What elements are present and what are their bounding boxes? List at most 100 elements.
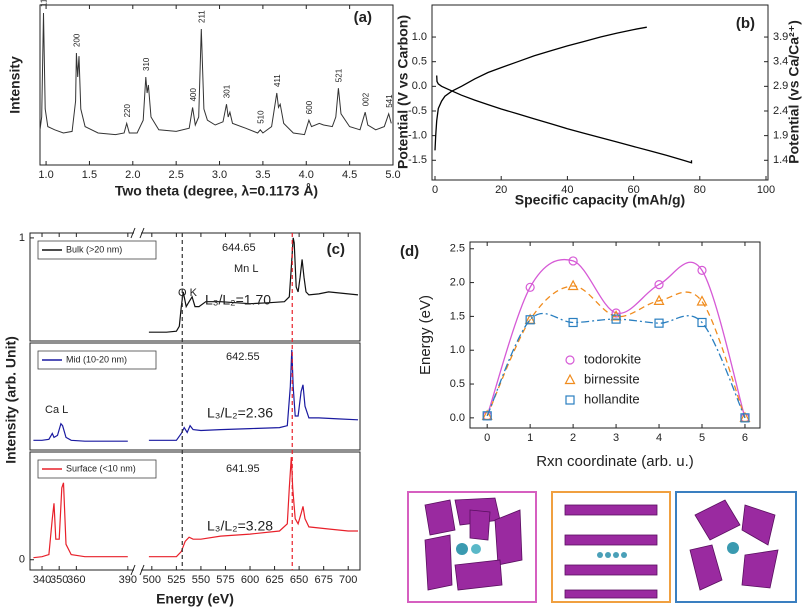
x-axis-title: Two theta (degree, λ=0.1173 Å) xyxy=(115,183,318,199)
capacity-curve xyxy=(434,26,647,151)
y-tick-label: 1.9 xyxy=(773,130,788,142)
annotation: 641.95 xyxy=(226,463,260,475)
y-axis-title: Energy (eV) xyxy=(417,295,434,375)
marker xyxy=(654,318,664,328)
y-tick-label: 3.9 xyxy=(773,31,788,43)
axis-break xyxy=(139,564,145,576)
legend-label: hollandite xyxy=(584,391,640,406)
x-tick-label: 0 xyxy=(484,432,490,444)
y-tick-label: -1.5 xyxy=(408,154,427,166)
x-tick-label: 4.0 xyxy=(299,169,314,181)
x-tick-label: 360 xyxy=(67,574,85,586)
x-axis-title: Specific capacity (mAh/g) xyxy=(515,192,685,208)
x-tick-label: 20 xyxy=(495,184,507,196)
peak-label: 310 xyxy=(142,57,151,71)
annotation: L₃/L₂=3.28 xyxy=(207,518,273,534)
y-tick-label: -0.5 xyxy=(408,105,427,117)
y-tick-label: 1.0 xyxy=(450,344,465,356)
marker xyxy=(653,294,665,305)
panel-label: (d) xyxy=(400,243,419,260)
plot-frame xyxy=(39,4,394,166)
peak-label: 510 xyxy=(256,110,265,124)
x-tick-label: 500 xyxy=(143,574,161,586)
spectrum xyxy=(33,349,359,442)
y-tick-label: 0.5 xyxy=(450,378,465,390)
birnessite-layers xyxy=(564,504,658,599)
x-tick-label: 40 xyxy=(561,184,573,196)
plot-frame xyxy=(469,241,761,429)
marker xyxy=(696,295,708,306)
structure-images xyxy=(407,491,797,603)
peak-label: 200 xyxy=(73,33,82,47)
marker xyxy=(567,279,579,291)
x-tick-label: 1 xyxy=(527,432,533,444)
spectrum xyxy=(33,457,358,559)
x-tick-label: 6 xyxy=(742,432,748,444)
x-tick-label: 60 xyxy=(627,184,639,196)
x-axis-title: Rxn coordinate (arb. u.) xyxy=(536,453,694,470)
plot-frame xyxy=(431,4,769,181)
axis-break xyxy=(130,227,136,239)
peak-label: 521 xyxy=(334,68,343,82)
axis-title: Potential (vs Ca/Ca²⁺) xyxy=(786,20,802,164)
birnessite-ions xyxy=(597,552,627,558)
marker xyxy=(654,280,664,290)
legend-label: Mid (10-20 nm) xyxy=(66,354,127,364)
panel-label: (b) xyxy=(736,15,755,32)
axis-break-gap xyxy=(134,228,141,238)
y-tick-label: 2.0 xyxy=(450,276,465,288)
plot-frame xyxy=(29,342,361,451)
marker xyxy=(565,355,575,365)
legend-box xyxy=(37,350,157,370)
marker xyxy=(568,317,578,328)
marker xyxy=(565,395,575,405)
legend-box xyxy=(37,459,157,479)
x-tick-label: 650 xyxy=(290,574,308,586)
y-tick-label: 1 xyxy=(19,232,25,244)
panel-label: (c) xyxy=(327,241,345,258)
marker xyxy=(482,411,492,421)
ion xyxy=(456,543,468,555)
x-tick-label: 0 xyxy=(432,184,438,196)
y-tick-label: 1.0 xyxy=(412,31,427,43)
x-tick-label: 5.0 xyxy=(385,169,400,181)
x-tick-label: 100 xyxy=(757,184,775,196)
peak-label: 211 xyxy=(197,10,206,23)
energy-curve xyxy=(486,313,746,419)
peak-label: 541 xyxy=(385,94,394,108)
x-tick-label: 575 xyxy=(216,574,234,586)
x-tick-label: 2.0 xyxy=(125,169,140,181)
axis-break-gap xyxy=(134,565,141,575)
axis-title: Potential (V vs Carbon) xyxy=(395,15,411,169)
y-tick-label: 0 xyxy=(19,554,25,566)
x-tick-label: 675 xyxy=(314,574,332,586)
x-tick-label: 80 xyxy=(694,184,706,196)
plot-frame xyxy=(29,451,361,571)
peak-label: 220 xyxy=(123,104,132,118)
axis-break xyxy=(139,227,145,239)
axis-break xyxy=(130,564,136,576)
axis-title: Intensity xyxy=(7,56,23,114)
energy-curve xyxy=(486,285,746,419)
legend-label: Bulk (>20 nm) xyxy=(66,244,122,254)
y-tick-label: 1.5 xyxy=(450,310,465,322)
peak-label: 002 xyxy=(361,92,370,106)
annotation: Mn L xyxy=(234,263,258,275)
annotation: L₃/L₂=1.70 xyxy=(205,292,271,308)
annotation: O K xyxy=(178,287,198,299)
ion xyxy=(727,542,739,554)
todorokite-polyhedra xyxy=(424,497,523,591)
xrd-pattern xyxy=(39,12,392,136)
x-tick-label: 2.5 xyxy=(169,169,184,181)
capacity-curve xyxy=(436,75,693,164)
x-tick-label: 1.5 xyxy=(82,169,97,181)
x-tick-label: 525 xyxy=(167,574,185,586)
x-axis-title: Energy (eV) xyxy=(156,591,234,607)
marker xyxy=(611,314,621,324)
x-tick-label: 550 xyxy=(192,574,210,586)
x-tick-label: 5 xyxy=(699,432,705,444)
marker xyxy=(697,265,707,276)
marker xyxy=(525,282,535,292)
y-tick-label: 2.4 xyxy=(773,105,788,117)
marker xyxy=(564,373,576,385)
